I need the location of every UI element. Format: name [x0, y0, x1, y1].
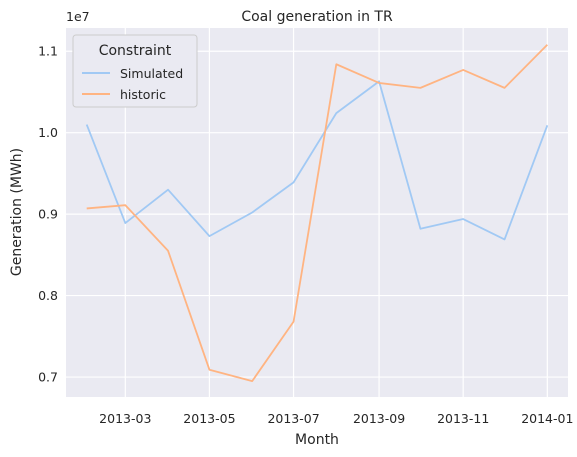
series-layer [85, 44, 549, 383]
grid-lines [66, 28, 568, 397]
legend-box [72, 34, 198, 108]
y-tick-labels: 0.7 0.8 0.9 1.0 1.1 [38, 44, 58, 385]
y-tick-label: 1.0 [38, 125, 58, 140]
x-tick-label: 2013-07 [267, 411, 319, 426]
y-tick-label: 0.8 [38, 288, 58, 303]
legend-label-historic: historic [120, 87, 166, 102]
x-tick-label: 2013-05 [183, 411, 235, 426]
x-tick-label: 2013-11 [437, 411, 489, 426]
x-tick-labels: 2013-03 2013-05 2013-07 2013-09 2013-11 2014-… [99, 411, 573, 426]
y-tick-label: 0.7 [38, 370, 58, 385]
chart-title: Coal generation in TR [241, 9, 393, 25]
x-tick-label: 2014-01 [521, 411, 573, 426]
y-tick-label: 0.9 [38, 207, 58, 222]
y-axis-title: Generation (MWh) [9, 148, 25, 276]
x-tick-label: 2013-03 [99, 411, 151, 426]
series-line-historic [86, 44, 548, 383]
x-tick-label: 2013-09 [353, 411, 405, 426]
legend-title: Constraint [99, 43, 172, 59]
legend: Constraint Simulated historic [72, 34, 198, 108]
series-line-simulated [85, 80, 549, 241]
y-multiplier-label: 1e7 [66, 9, 90, 24]
y-tick-label: 1.1 [38, 44, 58, 59]
legend-label-simulated: Simulated [120, 66, 183, 81]
x-axis-title: Month [295, 432, 339, 448]
